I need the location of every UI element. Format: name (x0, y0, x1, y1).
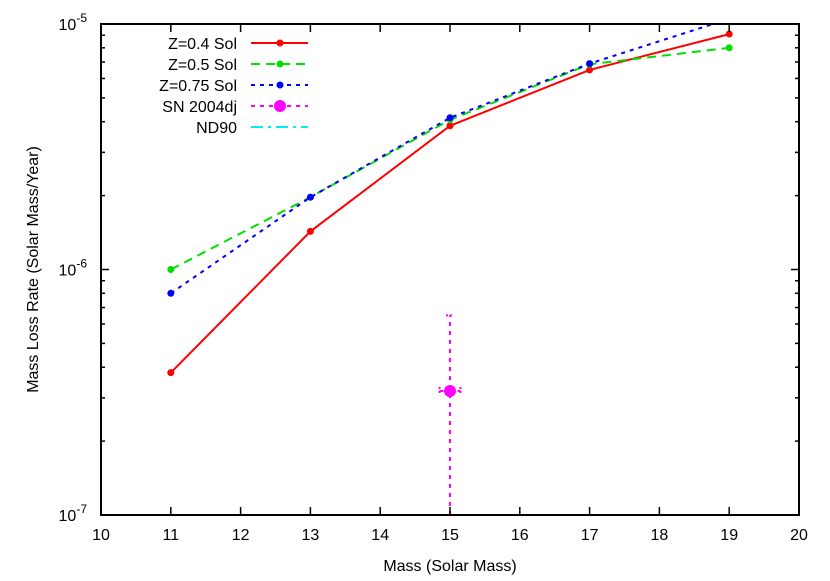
y-axis-title: Mass Loss Rate (Solar Mass/Year) (25, 146, 42, 393)
data-point (167, 266, 175, 273)
x-tick-label: 19 (720, 527, 738, 544)
y-tick-label: 10-6 (59, 257, 88, 280)
x-tick-label: 20 (790, 527, 808, 544)
x-tick-label: 13 (302, 527, 320, 544)
x-tick-label: 11 (162, 527, 179, 544)
series-z-0-5-sol (167, 44, 733, 273)
legend-label: ND90 (196, 120, 237, 137)
data-point (586, 66, 594, 74)
data-point (446, 114, 454, 122)
y-tick-label: 10-7 (59, 502, 88, 525)
legend-marker (276, 60, 284, 68)
x-tick-label: 15 (441, 527, 459, 544)
legend-marker (274, 100, 286, 112)
data-point (306, 193, 314, 201)
data-point (586, 60, 594, 68)
y-tick-label: 10-5 (59, 11, 88, 34)
plot-area (167, 15, 733, 515)
x-tick-label: 12 (232, 527, 250, 544)
data-point (167, 289, 175, 297)
data-point (444, 384, 456, 397)
legend-item: Z=0.75 Sol (159, 78, 308, 95)
x-tick-label: 14 (371, 527, 389, 544)
data-point (725, 44, 733, 52)
series-z-0-75-sol (167, 15, 733, 297)
data-point (725, 30, 733, 38)
legend-label: Z=0.75 Sol (159, 78, 237, 95)
x-axis: 10 11 12 13 14 15 16 17 18 19 20 (92, 24, 808, 544)
x-axis-title: Mass (Solar Mass) (383, 558, 516, 575)
legend-label: SN 2004dj (162, 99, 237, 116)
series-sn-2004dj (438, 314, 462, 515)
x-tick-label: 17 (581, 527, 599, 544)
y-axis: 10-5 10-6 10-7 (59, 11, 799, 525)
legend-label: Z=0.4 Sol (168, 36, 237, 53)
x-tick-label: 16 (511, 527, 529, 544)
series-line (170, 24, 717, 295)
data-point (306, 227, 314, 235)
x-tick-label: 18 (651, 527, 669, 544)
legend-item: Z=0.4 Sol (168, 36, 308, 53)
legend-item: ND90 (196, 120, 308, 137)
legend-marker (276, 81, 284, 89)
data-point (446, 122, 454, 130)
legend-item: SN 2004dj (162, 99, 308, 116)
legend-marker (276, 39, 284, 47)
legend: Z=0.4 Sol Z=0.5 Sol Z=0.75 Sol SN 2004dj ND9… (159, 36, 308, 137)
data-point (167, 369, 175, 377)
x-tick-label: 10 (92, 527, 110, 544)
legend-item: Z=0.5 Sol (168, 57, 308, 74)
legend-label: Z=0.5 Sol (168, 57, 237, 74)
data-point (726, 15, 733, 22)
